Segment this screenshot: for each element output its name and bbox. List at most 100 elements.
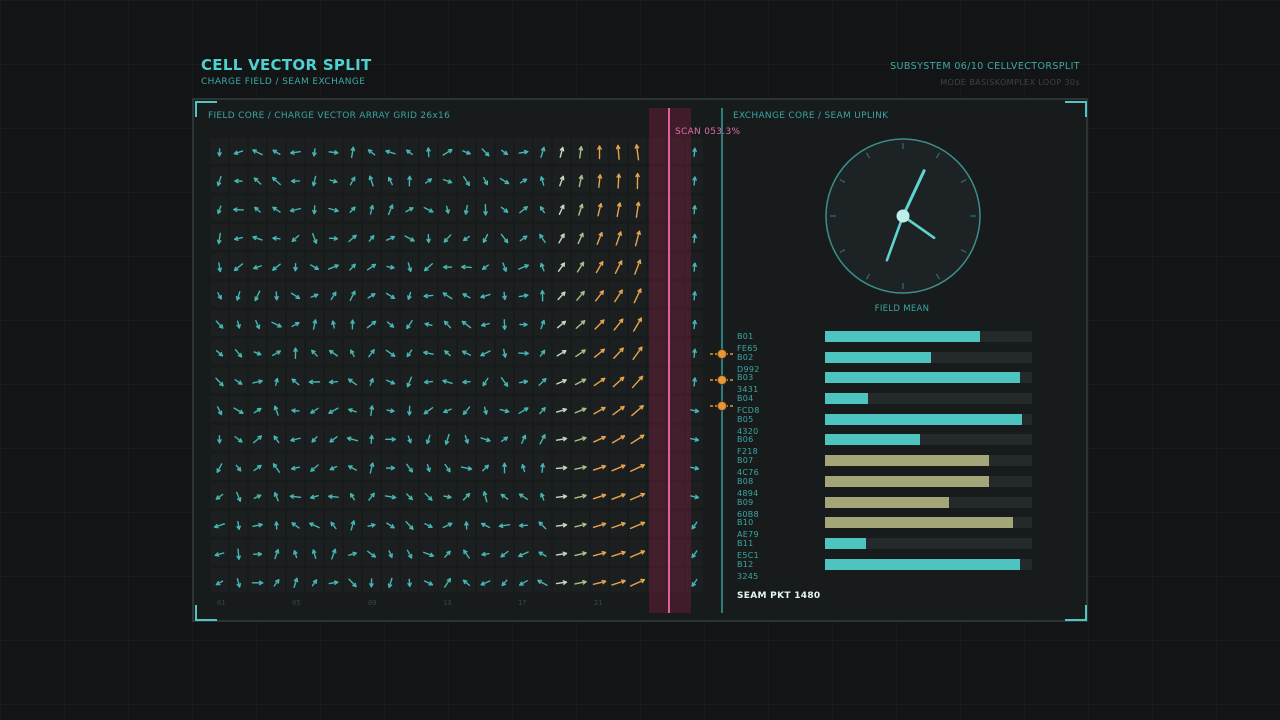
field-vector-arrow (308, 379, 321, 385)
field-cell-bg (515, 482, 532, 508)
field-cell-bg (382, 224, 399, 250)
field-vector-arrow (289, 207, 302, 213)
field-vector-arrow (616, 202, 622, 218)
field-cell-bg (420, 569, 437, 593)
field-cell-bg (458, 253, 475, 279)
field-cell-bg (382, 569, 399, 593)
field-vector-arrow (348, 408, 357, 413)
field-vector-arrow (502, 319, 507, 330)
field-vector-arrow (631, 405, 644, 417)
field-vector-arrow (311, 436, 318, 443)
field-vector-arrow (500, 436, 509, 443)
field-cell-bg (439, 396, 456, 422)
field-vector-arrow (367, 523, 376, 528)
field-cell-bg (458, 339, 475, 365)
field-vector-arrow (367, 550, 376, 558)
field-cell-bg (306, 482, 323, 508)
field-vector-arrow (444, 350, 451, 357)
field-vector-arrow (252, 551, 263, 557)
field-vector-arrow (538, 551, 547, 557)
field-vector-arrow (272, 350, 281, 357)
field-vector-arrow (464, 434, 470, 444)
field-cell-bg (629, 368, 646, 394)
field-vector-arrow (592, 464, 607, 471)
field-vector-arrow (331, 320, 336, 329)
field-vector-arrow (426, 233, 431, 244)
field-vector-arrow (368, 235, 375, 242)
field-vector-arrow (558, 204, 565, 215)
field-cell-bg (515, 396, 532, 422)
field-vector-arrow (406, 349, 413, 358)
field-cell-bg (458, 540, 475, 566)
field-vector-arrow (369, 405, 375, 417)
seam-port-node[interactable] (710, 401, 735, 411)
field-cell-bg (629, 396, 646, 422)
field-cell-bg (211, 282, 228, 308)
seam-port-node[interactable] (710, 349, 735, 359)
field-cell-bg (382, 310, 399, 336)
bar-label: B02 D992 (737, 352, 760, 374)
field-cell-bg (268, 253, 285, 279)
field-vector-arrow (251, 580, 264, 586)
field-vector-arrow (539, 233, 546, 244)
bar-track (825, 393, 1032, 405)
field-vector-arrow (252, 379, 263, 384)
field-cell-bg (477, 425, 494, 451)
field-cell-bg (363, 253, 380, 279)
bar-fill (825, 558, 1020, 570)
field-vector-arrow (518, 493, 529, 500)
field-vector-arrow (272, 236, 281, 241)
field-cell-bg (553, 282, 570, 308)
field-vector-arrow (274, 549, 280, 560)
field-vector-arrow (215, 377, 224, 387)
field-vector-arrow (442, 264, 453, 270)
field-vector-arrow (692, 291, 697, 301)
bar-track (825, 455, 1032, 467)
field-vector-arrow (555, 436, 568, 442)
field-vector-arrow (426, 463, 431, 473)
field-cell-bg (306, 511, 323, 537)
field-vector-arrow (462, 492, 471, 501)
field-cell-bg (249, 339, 266, 365)
scan-line[interactable] (668, 108, 670, 613)
field-vector-arrow (328, 379, 339, 385)
field-vector-arrow (540, 146, 546, 158)
field-cell-bg (553, 482, 570, 508)
field-vector-arrow (576, 261, 585, 273)
field-vector-arrow (442, 148, 453, 156)
column-tick: 01 (217, 599, 226, 607)
field-cell-bg (572, 282, 589, 308)
field-vector-arrow (366, 263, 377, 271)
dial-tick (839, 178, 846, 184)
field-vector-arrow (407, 435, 412, 444)
field-cell-bg (268, 454, 285, 480)
bar-fill (825, 517, 1014, 529)
field-vector-arrow (629, 521, 646, 530)
field-mean-label: FIELD MEAN (874, 304, 930, 314)
field-vector-arrow (521, 434, 527, 444)
field-vector-arrow (312, 319, 318, 330)
field-vector-arrow (369, 204, 375, 215)
field-vector-arrow (350, 319, 355, 330)
field-vector-arrow (273, 435, 280, 444)
seam-port-node[interactable] (710, 375, 735, 385)
field-cell-bg (439, 454, 456, 480)
field-vector-arrow (235, 464, 242, 472)
bar-label: B11 E5C1 (737, 538, 760, 560)
field-vector-arrow (593, 435, 606, 443)
field-vector-arrow (630, 434, 645, 445)
field-cell-bg (496, 195, 513, 221)
field-vector-arrow (328, 349, 339, 357)
field-vector-arrow (483, 176, 489, 186)
field-vector-arrow (387, 577, 393, 589)
field-vector-arrow (369, 462, 375, 474)
field-cell-bg (591, 253, 608, 279)
field-vector-arrow (481, 264, 490, 270)
field-vector-arrow (615, 231, 623, 246)
field-vector-arrow (423, 379, 434, 385)
field-cell-bg (249, 224, 266, 250)
bar-label: B12 3245 (737, 559, 759, 581)
field-vector-arrow (443, 234, 452, 243)
bar-track (825, 372, 1032, 384)
field-cell-bg (420, 511, 437, 537)
